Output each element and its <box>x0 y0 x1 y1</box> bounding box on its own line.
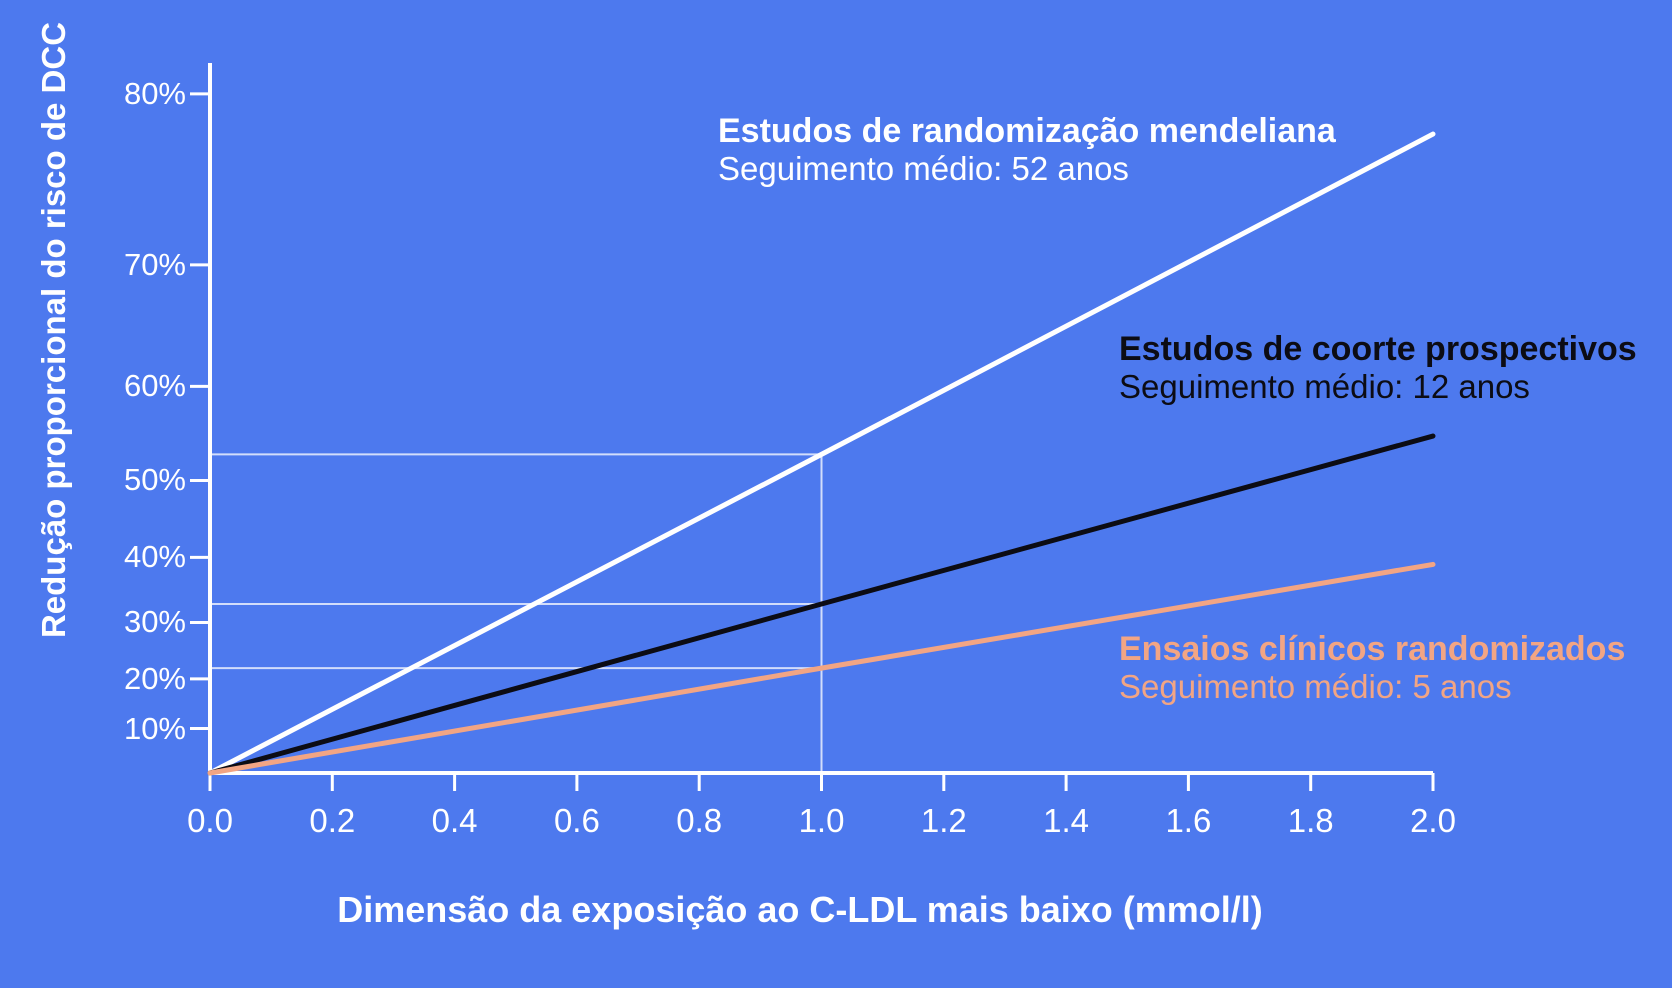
y-tick-label: 10% <box>123 710 186 746</box>
annotation-subtitle: Seguimento médio: 52 anos <box>718 150 1129 187</box>
x-tick-label: 1.2 <box>920 802 967 839</box>
x-tick-label: 1.4 <box>1043 802 1090 839</box>
y-tick-label: 40% <box>123 539 186 575</box>
annotation-mendelian: Estudos de randomização mendeliana Segui… <box>718 112 1336 188</box>
y-tick-label: 80% <box>123 75 186 111</box>
y-tick-label: 50% <box>123 462 186 498</box>
x-tick-label: 0.4 <box>431 802 478 839</box>
series-line-cohort <box>207 433 1436 776</box>
x-tick-label: 0.6 <box>553 802 600 839</box>
x-tick-label: 0.0 <box>187 802 233 839</box>
y-tick-label: 70% <box>123 246 186 282</box>
x-tick-label: 1.6 <box>1165 802 1212 839</box>
annotation-cohort: Estudos de coorte prospectivos Seguiment… <box>1119 330 1637 406</box>
annotation-title: Estudos de coorte prospectivos <box>1119 330 1637 368</box>
y-tick-label: 60% <box>123 368 186 404</box>
annotation-subtitle: Seguimento médio: 12 anos <box>1119 368 1530 405</box>
y-tick-label: 30% <box>123 604 186 640</box>
y-axis-title: Redução proporcional do risco de DCC <box>35 21 72 639</box>
x-tick-label: 2.0 <box>1410 802 1456 839</box>
x-tick-label: 1.8 <box>1287 802 1334 839</box>
series-line-rct <box>207 561 1436 776</box>
y-tick-label: 20% <box>123 660 186 696</box>
x-axis-title: Dimensão da exposição ao C-LDL mais baix… <box>337 889 1263 930</box>
annotation-rct: Ensaios clínicos randomizados Seguimento… <box>1119 630 1626 706</box>
annotation-title: Ensaios clínicos randomizados <box>1119 630 1626 668</box>
x-tick-label: 1.0 <box>798 802 845 839</box>
x-tick-label: 0.8 <box>676 802 723 839</box>
x-tick-label: 0.2 <box>309 802 356 839</box>
annotation-subtitle: Seguimento médio: 5 anos <box>1119 668 1512 705</box>
series-line-mendelian <box>207 131 1436 776</box>
annotation-title: Estudos de randomização mendeliana <box>718 112 1336 150</box>
